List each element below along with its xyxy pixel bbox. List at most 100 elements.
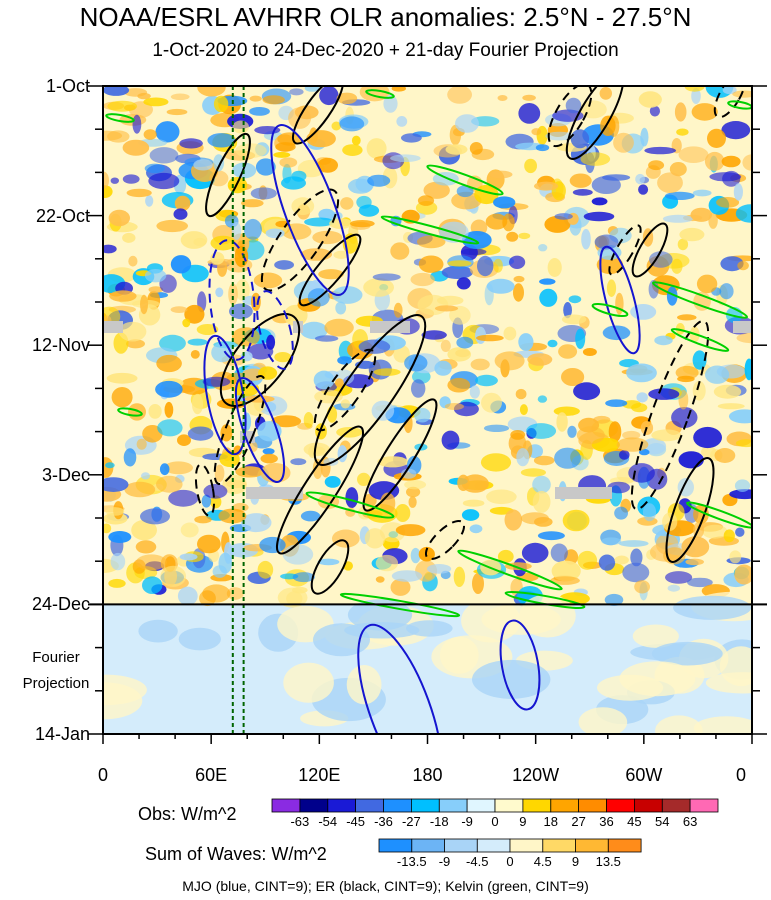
y-tick-label: 3-Dec <box>41 464 90 485</box>
projection-label-line: Fourier <box>32 648 80 666</box>
er-wave-contour <box>205 132 251 218</box>
projection-label-text: Fourier Projection <box>6 645 106 697</box>
olr-anomaly-patch <box>274 352 292 363</box>
x-tick-label: 60W <box>625 765 663 785</box>
olr-anomaly-patch <box>108 531 132 543</box>
olr-anomaly-patch <box>257 560 274 579</box>
olr-anomaly-patch <box>497 549 514 564</box>
olr-anomaly-patch <box>164 461 193 475</box>
olr-anomaly-patch <box>666 286 678 306</box>
olr-anomaly-patch <box>729 489 752 500</box>
olr-anomaly-patch <box>377 456 409 468</box>
olr-anomaly-patch <box>644 146 676 155</box>
olr-anomaly-patch <box>159 334 186 352</box>
olr-anomaly-patch <box>457 474 470 491</box>
olr-anomaly-patch <box>513 275 525 283</box>
olr-anomaly-patch <box>108 578 126 588</box>
olr-anomaly-patch <box>681 536 710 558</box>
olr-anomaly-patch <box>742 154 752 171</box>
olr-anomaly-patch <box>456 336 474 349</box>
olr-anomaly-patch <box>265 228 285 239</box>
olr-anomaly-patch <box>503 326 517 341</box>
olr-anomaly-patch <box>144 163 165 174</box>
olr-anomaly-patch <box>103 86 130 96</box>
olr-anomaly-patch <box>520 512 550 525</box>
olr-anomaly-patch <box>462 499 485 507</box>
olr-anomaly-patch <box>312 230 343 245</box>
olr-anomaly-patch <box>630 304 657 320</box>
olr-anomaly-patch <box>524 158 537 174</box>
olr-anomaly-patch <box>550 576 580 585</box>
obs-colorbar-title: Obs: W/m^2 <box>138 804 237 824</box>
olr-anomaly-patch <box>174 195 191 211</box>
olr-anomaly-patch <box>702 524 728 539</box>
olr-anomaly-patch <box>164 401 174 418</box>
olr-anomaly-patch <box>271 415 302 428</box>
kelvin-wave-contour <box>670 328 730 352</box>
waves-colorbar-box <box>476 838 511 853</box>
olr-anomaly-patch <box>166 108 188 116</box>
olr-anomaly-patch <box>207 133 236 148</box>
olr-anomaly-patch <box>502 213 515 232</box>
olr-anomaly-patch <box>177 434 191 447</box>
obs-colorbar-label: 27 <box>571 814 586 829</box>
projection-patch <box>651 641 723 666</box>
olr-anomaly-patch <box>156 475 183 493</box>
olr-anomaly-patch <box>390 578 411 596</box>
olr-anomaly-patch <box>622 562 650 583</box>
olr-anomaly-patch <box>349 220 375 228</box>
olr-anomaly-patch <box>118 321 147 342</box>
olr-anomaly-patch <box>460 248 487 256</box>
olr-anomaly-patch <box>678 451 704 469</box>
mjo-wave-contour <box>270 123 350 297</box>
olr-anomaly-patch <box>692 381 706 401</box>
olr-anomaly-patch <box>105 507 125 516</box>
olr-anomaly-patch <box>717 403 745 410</box>
projection-patch <box>693 716 752 734</box>
olr-anomaly-patch <box>550 543 568 563</box>
olr-anomaly-patch <box>148 172 180 190</box>
projection-patch <box>705 672 752 694</box>
olr-anomaly-patch <box>538 244 548 252</box>
olr-anomaly-patch <box>522 94 536 101</box>
olr-anomaly-patch <box>194 515 212 524</box>
olr-anomaly-patch <box>684 86 705 92</box>
y-tick-label: 1-Oct <box>45 76 90 96</box>
olr-anomaly-patch <box>168 489 199 507</box>
olr-anomaly-patch <box>391 86 406 92</box>
olr-anomaly-patch <box>692 350 707 370</box>
olr-anomaly-patch <box>547 339 558 348</box>
projection-patch <box>346 665 382 705</box>
olr-anomaly-patch <box>314 335 339 342</box>
olr-anomaly-patch <box>226 587 244 600</box>
olr-anomaly-patch <box>179 138 203 149</box>
olr-anomaly-patch <box>232 120 249 134</box>
olr-anomaly-patch <box>721 121 751 140</box>
olr-anomaly-patch <box>510 430 526 440</box>
olr-anomaly-patch <box>157 419 183 437</box>
olr-anomaly-patch <box>604 593 624 606</box>
olr-anomaly-patch <box>440 339 451 352</box>
olr-anomaly-patch <box>336 92 358 105</box>
olr-anomaly-patch <box>576 426 605 445</box>
olr-anomaly-patch <box>598 554 616 571</box>
olr-anomaly-patch <box>197 534 221 554</box>
kelvin-wave-contour <box>339 592 461 618</box>
olr-anomaly-patch <box>537 395 548 403</box>
olr-anomaly-patch <box>677 314 697 321</box>
olr-anomaly-patch <box>692 189 712 197</box>
obs-colorbar-label: 18 <box>543 814 558 829</box>
kelvin-wave-contour <box>591 302 629 318</box>
olr-anomaly-patch <box>228 283 238 306</box>
olr-anomaly-patch <box>544 215 571 233</box>
y-tick-label: 24-Dec <box>31 594 90 615</box>
obs-colorbar-box <box>661 798 691 813</box>
olr-anomaly-patch <box>318 269 344 280</box>
obs-colorbar-label: -45 <box>346 814 366 829</box>
olr-anomaly-patch <box>483 424 510 432</box>
olr-anomaly-patch <box>380 492 396 515</box>
olr-anomaly-patch <box>675 365 699 380</box>
olr-anomaly-patch <box>567 425 577 438</box>
olr-anomaly-patch <box>148 404 162 419</box>
wave-contours <box>105 86 752 734</box>
